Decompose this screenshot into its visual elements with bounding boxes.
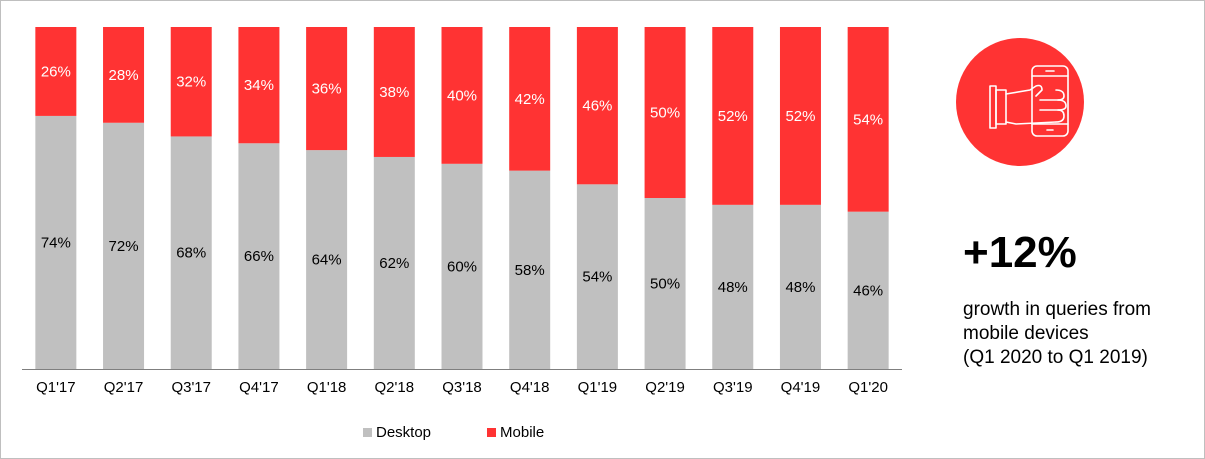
data-label-desktop: 62%: [379, 255, 409, 272]
bar-desktop: [238, 143, 280, 369]
data-label-desktop: 48%: [718, 279, 748, 296]
x-tick-label: Q3'19: [713, 379, 753, 396]
data-label-mobile: 28%: [109, 67, 139, 84]
bar-mobile: [306, 27, 348, 151]
data-label-mobile: 50%: [650, 105, 680, 122]
data-label-mobile: 32%: [176, 74, 206, 91]
growth-value: +12%: [963, 228, 1077, 277]
growth-description-line: growth in queries from: [963, 299, 1151, 320]
bar-desktop: [847, 211, 889, 369]
x-tick-label: Q2'18: [375, 379, 415, 396]
data-label-mobile: 26%: [41, 63, 71, 80]
x-tick-label: Q4'17: [239, 379, 279, 396]
data-label-desktop: 60%: [447, 258, 477, 275]
data-label-mobile: 38%: [379, 84, 409, 101]
bar-mobile: [238, 27, 280, 144]
data-label-mobile: 40%: [447, 87, 477, 104]
legend-swatch-mobile: [487, 428, 497, 437]
bar-mobile: [847, 27, 889, 212]
bar-mobile: [712, 27, 754, 205]
bar-mobile: [373, 27, 415, 157]
bar-mobile: [441, 27, 483, 164]
bar-desktop: [441, 163, 483, 369]
legend: Desktop Mobile: [363, 424, 544, 441]
data-label-desktop: 72%: [109, 238, 139, 255]
x-tick-label: Q1'20: [848, 379, 888, 396]
bar-desktop: [509, 170, 551, 369]
growth-description-line: mobile devices: [963, 323, 1089, 344]
growth-description-line: (Q1 2020 to Q1 2019): [963, 347, 1148, 368]
legend-label-desktop: Desktop: [376, 424, 432, 441]
legend-swatch-desktop: [363, 428, 372, 437]
bar-mobile: [35, 27, 77, 116]
x-tick-label: Q2'19: [645, 379, 685, 396]
bar-desktop: [644, 198, 686, 369]
legend-item-desktop: Desktop: [363, 424, 431, 441]
data-label-desktop: 68%: [176, 245, 206, 262]
bar-desktop: [576, 184, 618, 369]
data-label-mobile: 34%: [244, 77, 274, 94]
data-label-desktop: 66%: [244, 248, 274, 265]
x-tick-label: Q1'18: [307, 379, 347, 396]
bar-desktop: [170, 136, 212, 369]
x-tick-label: Q1'17: [36, 379, 76, 396]
x-tick-label: Q4'19: [781, 379, 821, 396]
growth-description: growth in queries from mobile devices (Q…: [963, 298, 1203, 370]
data-label-desktop: 64%: [312, 252, 342, 269]
bar-mobile: [170, 27, 212, 137]
data-label-mobile: 42%: [515, 91, 545, 108]
bar-desktop: [103, 122, 145, 369]
data-label-desktop: 54%: [582, 269, 612, 286]
x-tick-label: Q4'18: [510, 379, 550, 396]
data-label-mobile: 54%: [853, 111, 883, 128]
data-label-mobile: 36%: [312, 81, 342, 98]
legend-item-mobile: Mobile: [487, 424, 544, 441]
data-label-desktop: 74%: [41, 234, 71, 251]
bar-desktop: [712, 204, 754, 369]
x-tick-label: Q1'19: [578, 379, 618, 396]
bar-mobile: [509, 27, 551, 171]
data-label-mobile: 52%: [785, 108, 815, 125]
bar-mobile: [644, 27, 686, 198]
x-tick-label: Q3'17: [171, 379, 211, 396]
legend-label-mobile: Mobile: [500, 424, 545, 441]
bar-mobile: [576, 27, 618, 185]
x-tick-label: Q3'18: [442, 379, 482, 396]
data-label-mobile: 46%: [582, 98, 612, 115]
bar-desktop: [306, 150, 348, 369]
data-label-desktop: 50%: [650, 276, 680, 293]
hand-holding-smartphone-icon: [956, 38, 1084, 166]
bar-desktop: [373, 156, 415, 369]
bar-mobile: [103, 27, 145, 123]
bar-desktop: [779, 204, 821, 369]
data-label-desktop: 58%: [515, 262, 545, 279]
x-tick-label: Q2'17: [104, 379, 144, 396]
bar-mobile: [779, 27, 821, 205]
bar-desktop: [35, 115, 77, 369]
data-label-mobile: 52%: [718, 108, 748, 125]
data-label-desktop: 48%: [785, 279, 815, 296]
data-label-desktop: 46%: [853, 282, 883, 299]
